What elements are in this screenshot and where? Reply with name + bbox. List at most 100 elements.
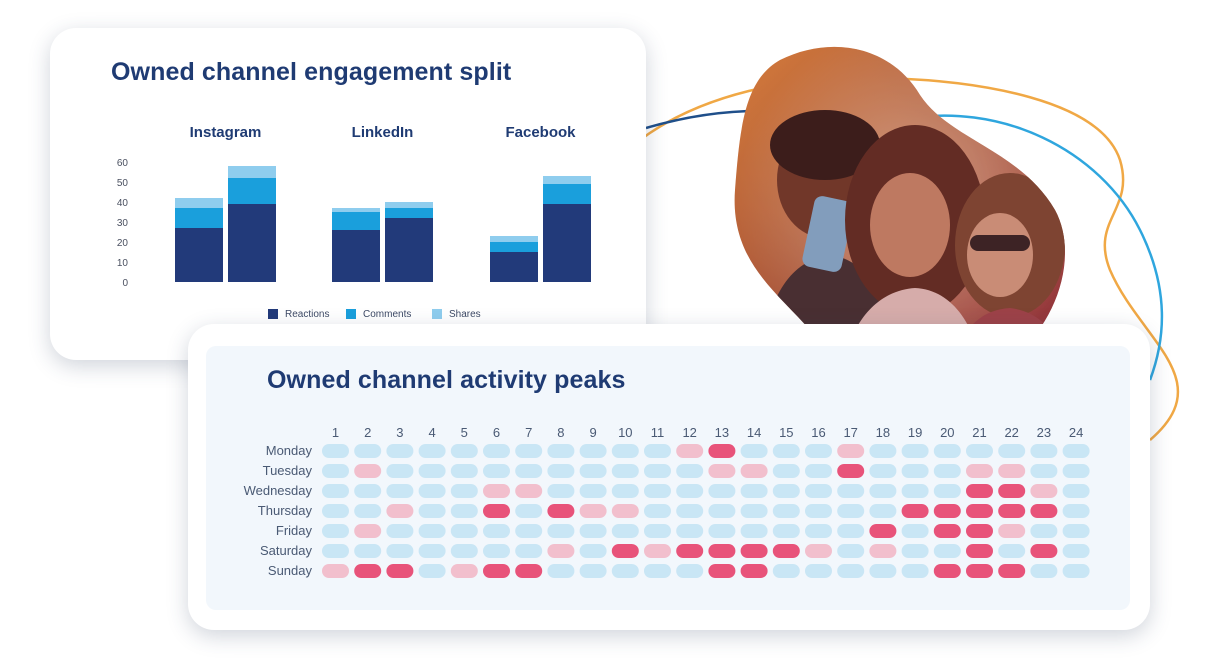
- heat-cell: [901, 444, 929, 458]
- heat-cell: [933, 484, 961, 498]
- heat-cell: [644, 564, 671, 578]
- hour-label: 14: [747, 425, 761, 440]
- heat-cell: [386, 484, 414, 498]
- heat-cell: [837, 504, 865, 518]
- heat-cell: [547, 484, 575, 498]
- heat-cell: [998, 444, 1026, 458]
- heat-cell: [1062, 444, 1090, 458]
- heat-cell: [579, 564, 607, 578]
- heat-cell: [418, 524, 446, 538]
- heat-cell: [322, 504, 349, 518]
- heat-cell: [772, 444, 800, 458]
- y-tick-label: 0: [122, 278, 128, 289]
- heat-cell: [966, 524, 993, 538]
- hour-label: 3: [396, 425, 403, 440]
- heat-cell: [322, 464, 349, 478]
- heat-cell: [354, 524, 382, 538]
- heat-cell: [933, 504, 961, 518]
- bar-reactions: [332, 230, 380, 282]
- hour-label: 2: [364, 425, 371, 440]
- heat-cell: [386, 544, 414, 558]
- heat-cell: [869, 504, 897, 518]
- hour-label: 18: [876, 425, 890, 440]
- heat-cell: [579, 484, 607, 498]
- hour-label: 7: [525, 425, 532, 440]
- bar-shares: [543, 176, 591, 184]
- bar-comments: [332, 212, 380, 230]
- heat-cell: [644, 444, 671, 458]
- heat-cell: [805, 564, 832, 578]
- hour-label: 20: [940, 425, 954, 440]
- hour-label: 13: [715, 425, 729, 440]
- heat-cell: [805, 544, 832, 558]
- heat-cell: [998, 484, 1026, 498]
- engagement-title: Owned channel engagement split: [111, 58, 512, 86]
- heat-cell: [869, 484, 897, 498]
- bar-reactions: [490, 252, 538, 282]
- y-tick-label: 50: [117, 178, 129, 189]
- heat-cell: [901, 464, 929, 478]
- bar-comments: [228, 178, 276, 204]
- heat-cell: [386, 464, 414, 478]
- heat-cell: [869, 524, 897, 538]
- legend-swatch-comments: [346, 309, 356, 319]
- heat-cell: [772, 504, 800, 518]
- day-label-saturday: Saturday: [260, 543, 313, 558]
- heat-cell: [515, 524, 543, 538]
- legend-label-reactions: Reactions: [285, 309, 329, 320]
- heat-cell: [966, 564, 993, 578]
- hour-label: 10: [618, 425, 632, 440]
- y-tick-label: 60: [117, 158, 129, 169]
- heat-cell: [676, 504, 704, 518]
- hour-label: 15: [779, 425, 793, 440]
- hour-label: 24: [1069, 425, 1083, 440]
- heat-cell: [483, 504, 510, 518]
- heat-cell: [515, 564, 543, 578]
- day-label-sunday: Sunday: [268, 563, 313, 578]
- heat-cell: [386, 564, 414, 578]
- bar-reactions: [228, 204, 276, 282]
- heat-cell: [1030, 504, 1058, 518]
- heat-cell: [354, 564, 382, 578]
- heat-cell: [740, 464, 768, 478]
- heat-cell: [869, 444, 897, 458]
- heat-cell: [1062, 544, 1090, 558]
- heat-cell: [805, 524, 832, 538]
- heat-cell: [837, 464, 865, 478]
- heat-cell: [483, 444, 510, 458]
- heat-cell: [837, 484, 865, 498]
- bar-shares: [490, 236, 538, 242]
- heat-cell: [676, 524, 704, 538]
- heat-cell: [998, 544, 1026, 558]
- heat-cell: [644, 464, 671, 478]
- heat-cell: [676, 484, 704, 498]
- heat-cell: [966, 484, 993, 498]
- heat-cell: [933, 444, 961, 458]
- heat-cell: [998, 504, 1026, 518]
- heat-cell: [450, 524, 478, 538]
- heat-cell: [1030, 524, 1058, 538]
- heat-cell: [418, 484, 446, 498]
- heat-cell: [450, 484, 478, 498]
- hour-label: 4: [428, 425, 435, 440]
- heat-cell: [386, 524, 414, 538]
- heat-cell: [1030, 564, 1058, 578]
- heat-cell: [547, 444, 575, 458]
- heat-cell: [708, 484, 736, 498]
- heat-cell: [772, 564, 800, 578]
- heat-cell: [772, 544, 800, 558]
- heat-cell: [740, 564, 768, 578]
- heat-cell: [483, 544, 510, 558]
- heat-cell: [933, 564, 961, 578]
- group-label-instagram: Instagram: [190, 124, 262, 141]
- engagement-bar-chart: 0 10 20 30 40 50 60 Instagram LinkedIn Facebook Re…: [117, 124, 591, 320]
- heat-cell: [772, 524, 800, 538]
- blue-curve: [899, 114, 1164, 381]
- heat-cell: [1030, 484, 1058, 498]
- activity-heatmap: 1 2 3 4 5 6 7 8 9 10 11 12 13 14 15 16 17 18 19 20 21 22 23 24M…: [244, 425, 1090, 578]
- heat-cell: [966, 544, 993, 558]
- heat-cell: [418, 544, 446, 558]
- hour-label: 12: [682, 425, 696, 440]
- heat-cell: [483, 484, 510, 498]
- heat-cell: [322, 484, 349, 498]
